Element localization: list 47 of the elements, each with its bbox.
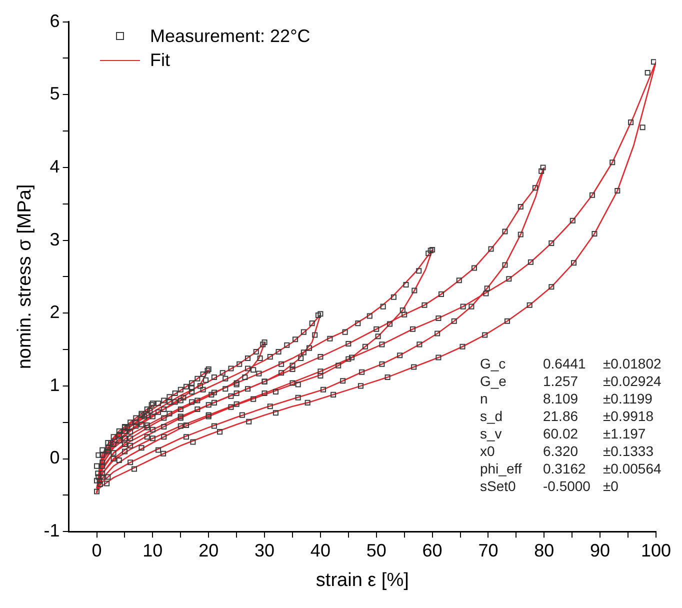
annotation: ±1.197 xyxy=(602,425,646,442)
y-tick-label: 6 xyxy=(50,10,60,31)
annotation: sSet0 xyxy=(480,478,516,494)
y-tick-label: 0 xyxy=(50,448,60,468)
annotation: ±0.01802 xyxy=(602,355,662,372)
y-tick-label: -1 xyxy=(44,520,60,541)
x-tick-label: 0 xyxy=(92,540,102,560)
annotation: 0.3162 xyxy=(542,460,586,476)
annotation: ±0.02924 xyxy=(602,372,662,389)
x-tick-label: 20 xyxy=(198,540,219,560)
y-tick-label: 4 xyxy=(50,156,60,176)
annotation: 8.109 xyxy=(542,390,578,406)
x-tick-label: 80 xyxy=(534,540,554,560)
x-tick-label: 40 xyxy=(310,540,330,560)
annotation: ±0.00564 xyxy=(602,460,662,476)
y-tick-label: 3 xyxy=(50,229,60,250)
annotation: ±0 xyxy=(602,478,619,494)
annotation: 1.257 xyxy=(542,372,578,389)
y-tick-label: 5 xyxy=(50,84,60,104)
annotation: -0.5000 xyxy=(542,478,591,494)
annotation: s_d xyxy=(480,408,503,424)
annotation: 21.86 xyxy=(542,408,578,424)
y-tick-label: 1 xyxy=(50,374,60,395)
x-axis-title: strain ε [%] xyxy=(316,570,409,591)
annotation: n xyxy=(480,390,488,406)
y-tick-label: 2 xyxy=(50,302,60,322)
x-tick-label: 90 xyxy=(590,540,610,560)
annotation: ±0.1199 xyxy=(602,390,653,406)
annotation: ±0.9918 xyxy=(602,408,654,424)
y-axis-title: nomin. stress σ [MPa] xyxy=(14,184,36,370)
x-tick-label: 50 xyxy=(366,540,386,560)
annotation: x0 xyxy=(480,442,495,459)
annotation: ±0.1333 xyxy=(602,442,654,459)
legend-label: Measurement: 22°C xyxy=(150,25,310,48)
annotation: G_e xyxy=(480,372,507,389)
annotation: phi_eff xyxy=(480,460,522,476)
x-tick-label: 100 xyxy=(640,540,672,560)
x-tick-label: 30 xyxy=(254,540,275,560)
x-tick-label: 70 xyxy=(478,540,498,560)
x-tick-label: 10 xyxy=(142,540,163,560)
annotation: 0.6441 xyxy=(542,355,586,372)
annotation: s_v xyxy=(480,425,502,442)
annotation: 6.320 xyxy=(542,442,578,459)
annotation: 60.02 xyxy=(542,425,578,442)
x-tick-label: 60 xyxy=(422,540,442,560)
annotation: G_c xyxy=(480,355,506,372)
legend-label: Fit xyxy=(150,49,170,72)
